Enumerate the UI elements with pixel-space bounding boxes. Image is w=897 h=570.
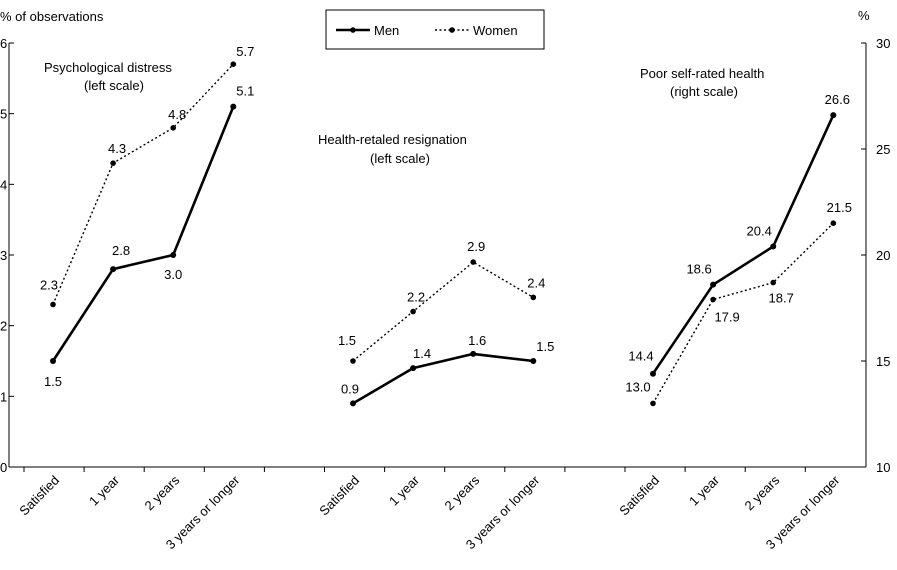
panel-2-subtitle: (left scale) [370,151,430,166]
data-label-men: 1.5 [536,339,554,354]
data-label-women: 4.3 [108,141,126,156]
left-tick-label: 4 [0,177,7,192]
data-point-men [710,281,717,288]
data-point-men [50,358,56,364]
data-point-women [50,301,56,308]
legend-men-marker [350,27,356,33]
category-label: Satisfied [616,473,662,519]
data-label-men: 0.9 [341,381,359,396]
data-label-men: 1.6 [468,333,486,348]
data-point-women [230,61,237,67]
left-tick-label: 3 [0,248,7,263]
data-point-women [830,220,837,226]
data-label-men: 20.4 [747,224,772,239]
data-label-women: 21.5 [827,200,852,215]
series-line-women-panel-1 [52,63,234,305]
data-point-women [530,294,537,301]
data-label-women: 2.4 [527,275,545,290]
category-label: 2 years [442,472,483,513]
data-label-men: 1.4 [413,346,431,361]
data-label-men: 18.6 [686,262,711,277]
data-label-women: 17.9 [714,310,739,325]
data-point-men [110,266,117,273]
series-line-men-panel-1 [51,106,235,362]
series-line-men-panel-3 [651,114,835,375]
data-label-men: 14.4 [628,349,653,364]
category-label: 1 year [86,472,123,509]
left-tick-label: 6 [0,36,7,51]
right-tick-label: 15 [876,354,890,369]
data-label-men: 26.6 [825,92,850,107]
panel-3-title: Poor self-rated health [640,66,764,81]
data-point-men [530,358,537,364]
left-axis-title: % of observations [0,9,104,24]
right-tick-label: 10 [876,460,890,475]
left-tick-label: 0 [0,460,7,475]
data-label-women: 2.3 [40,277,58,292]
data-point-men [830,112,837,119]
left-tick-label: 5 [0,107,7,122]
data-label-women: 1.5 [338,333,356,348]
data-point-men [770,243,777,250]
data-point-men [170,252,177,258]
legend-women-label: Women [473,23,518,38]
data-point-men [470,350,477,357]
panel-2-title: Health-retaled resignation [318,132,467,147]
axes: 0 1 2 3 4 5 6 10 15 20 25 30 Satisfied 1 year 2 years 3… [0,36,890,552]
data-label-women: 18.7 [769,291,794,306]
data-label-men: 2.8 [112,243,130,258]
data-point-men [410,365,417,372]
data-label-women: 4.8 [168,107,186,122]
data-label-women: 2.9 [467,239,485,254]
data-labels: 1.5 2.8 3.0 5.1 2.3 4.3 4.8 5.7 0.9 1.4 1.6 1.5 1.5 2… [40,44,852,396]
data-point-men [650,370,656,377]
data-label-men: 5.1 [236,84,254,99]
data-label-women: 13.0 [625,379,650,394]
legend: Men Women [325,9,545,50]
series-line-men-panel-2 [352,352,534,405]
category-label: 1 year [686,472,723,509]
data-point-men [350,400,356,407]
category-label: Satisfied [316,473,362,519]
data-point-women [470,259,477,265]
right-tick-label: 20 [876,248,890,263]
series-line-women-panel-3 [652,222,834,404]
right-tick-label: 25 [876,142,890,157]
data-label-men: 1.5 [44,374,62,389]
data-label-men: 3.0 [164,267,182,282]
data-label-women: 2.2 [407,290,425,305]
category-label: 1 year [386,472,423,509]
panel-titles: Psychological distress (left scale) Heal… [44,60,764,166]
data-point-women [710,296,716,303]
legend-men-label: Men [374,23,399,38]
data-point-women [770,279,776,286]
series-lines [50,61,837,407]
data-point-men [230,103,237,110]
right-axis-title: % [858,8,870,23]
data-point-women [350,358,356,364]
category-label: 2 years [742,472,783,513]
category-label: 2 years [142,472,183,513]
panel-3-subtitle: (right scale) [670,84,738,99]
series-line-women-panel-2 [352,261,534,362]
legend-women-marker [449,27,455,33]
left-tick-label: 2 [0,319,7,334]
data-label-women: 5.7 [236,44,254,59]
left-tick-label: 1 [0,389,7,404]
data-point-women [410,308,416,315]
data-point-women [170,125,176,131]
data-point-women [650,400,656,407]
panel-1-subtitle: (left scale) [84,78,144,93]
panel-1-title: Psychological distress [44,60,172,75]
right-tick-label: 30 [876,36,890,51]
category-label: Satisfied [16,473,62,519]
data-point-women [110,160,116,166]
